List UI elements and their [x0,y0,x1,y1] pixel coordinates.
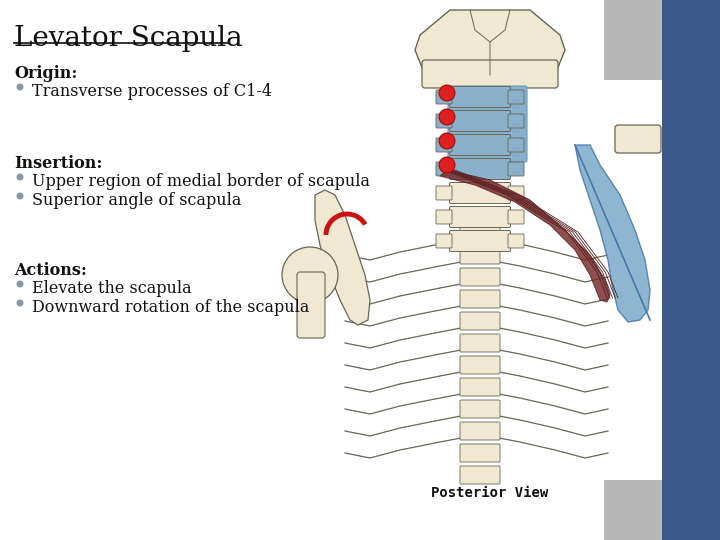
Circle shape [17,300,24,307]
Polygon shape [575,145,650,322]
FancyBboxPatch shape [297,272,325,338]
FancyBboxPatch shape [460,422,500,440]
FancyBboxPatch shape [460,246,500,264]
Circle shape [17,84,24,91]
FancyBboxPatch shape [449,111,510,132]
Text: Insertion:: Insertion: [14,155,102,172]
FancyBboxPatch shape [508,114,524,128]
FancyBboxPatch shape [508,162,524,176]
Text: Origin:: Origin: [14,65,77,82]
Text: Levator Scapula: Levator Scapula [14,25,243,52]
Circle shape [17,280,24,287]
Circle shape [439,157,455,173]
Bar [604,480,662,540]
FancyBboxPatch shape [460,356,500,374]
Circle shape [439,109,455,125]
Text: Elevate the scapula: Elevate the scapula [32,280,192,297]
FancyBboxPatch shape [460,444,500,462]
Text: Superior angle of scapula: Superior angle of scapula [32,192,241,209]
FancyBboxPatch shape [449,159,510,179]
FancyBboxPatch shape [448,86,527,162]
Text: Downward rotation of the scapula: Downward rotation of the scapula [32,299,310,316]
Circle shape [17,192,24,199]
FancyBboxPatch shape [460,312,500,330]
Text: Posterior View: Posterior View [431,486,549,500]
PathPatch shape [440,170,610,302]
Circle shape [439,133,455,149]
FancyBboxPatch shape [436,234,452,248]
FancyBboxPatch shape [449,206,510,227]
FancyBboxPatch shape [436,138,452,152]
FancyBboxPatch shape [508,234,524,248]
FancyBboxPatch shape [449,86,510,107]
FancyBboxPatch shape [460,290,500,308]
Text: Upper region of medial border of scapula: Upper region of medial border of scapula [32,173,370,190]
FancyBboxPatch shape [436,162,452,176]
Polygon shape [315,190,370,325]
Bar [305,7,660,512]
Circle shape [282,247,338,303]
FancyBboxPatch shape [449,231,510,252]
Bar [604,0,662,80]
FancyBboxPatch shape [508,186,524,200]
FancyBboxPatch shape [460,224,500,242]
FancyBboxPatch shape [436,210,452,224]
FancyBboxPatch shape [460,378,500,396]
FancyBboxPatch shape [460,334,500,352]
FancyBboxPatch shape [508,210,524,224]
FancyBboxPatch shape [436,90,452,104]
FancyBboxPatch shape [422,60,558,88]
Text: Transverse processes of C1-4: Transverse processes of C1-4 [32,83,272,100]
FancyBboxPatch shape [460,466,500,484]
FancyBboxPatch shape [615,125,661,153]
Bar [662,0,720,540]
FancyBboxPatch shape [508,138,524,152]
Circle shape [17,173,24,180]
FancyBboxPatch shape [449,134,510,156]
FancyBboxPatch shape [460,268,500,286]
Circle shape [439,85,455,101]
FancyBboxPatch shape [436,186,452,200]
FancyBboxPatch shape [449,183,510,204]
FancyBboxPatch shape [508,90,524,104]
Text: Actions:: Actions: [14,262,87,279]
FancyBboxPatch shape [460,400,500,418]
FancyBboxPatch shape [436,114,452,128]
Polygon shape [415,10,565,85]
